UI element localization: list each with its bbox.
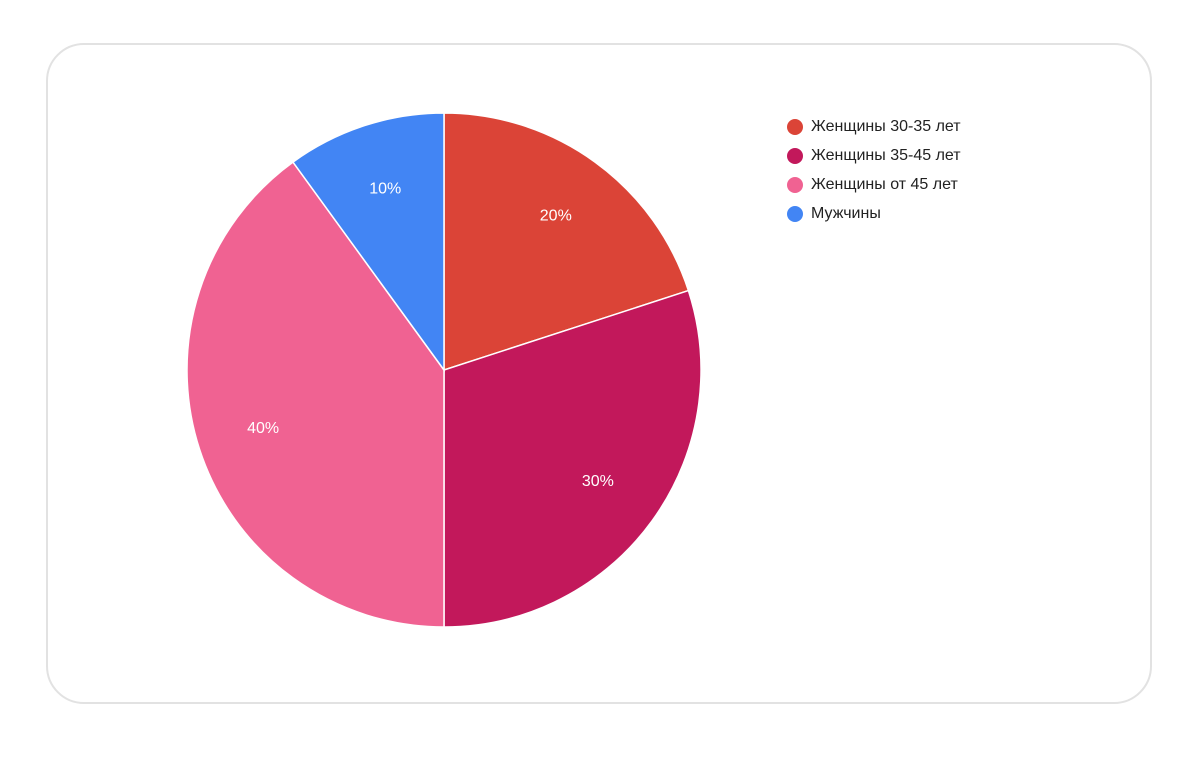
pie-value-label: 30% — [582, 473, 614, 490]
chart-legend: Женщины 30-35 лет Женщины 35-45 лет Женщин… — [787, 112, 1107, 228]
pie-slices — [186, 112, 702, 628]
legend-swatch — [787, 205, 803, 222]
legend-label: Женщины от 45 лет — [811, 175, 958, 193]
legend-item: Женщины 30-35 лет — [787, 112, 1107, 141]
legend-item: Женщины 35-45 лет — [787, 141, 1107, 170]
legend-swatch — [787, 147, 803, 164]
pie-slice-3 — [186, 161, 445, 628]
pie-value-label: 20% — [540, 207, 572, 224]
pie-value-label: 10% — [369, 180, 401, 197]
legend-swatch — [787, 176, 803, 193]
legend-swatch — [787, 118, 803, 135]
pie-slice-1 — [443, 112, 690, 372]
legend-item: Мужчины — [787, 199, 1107, 228]
pie-value-label: 40% — [247, 420, 279, 437]
pie-value-labels: 20% 30% 40% 10% — [247, 180, 614, 490]
legend-label: Женщины 35-45 лет — [811, 146, 961, 164]
legend-label: Женщины 30-35 лет — [811, 117, 961, 135]
legend-item: Женщины от 45 лет — [787, 170, 1107, 199]
legend-label: Мужчины — [811, 204, 881, 222]
pie-slice-4 — [291, 112, 445, 373]
pie-slice-2 — [443, 289, 702, 628]
